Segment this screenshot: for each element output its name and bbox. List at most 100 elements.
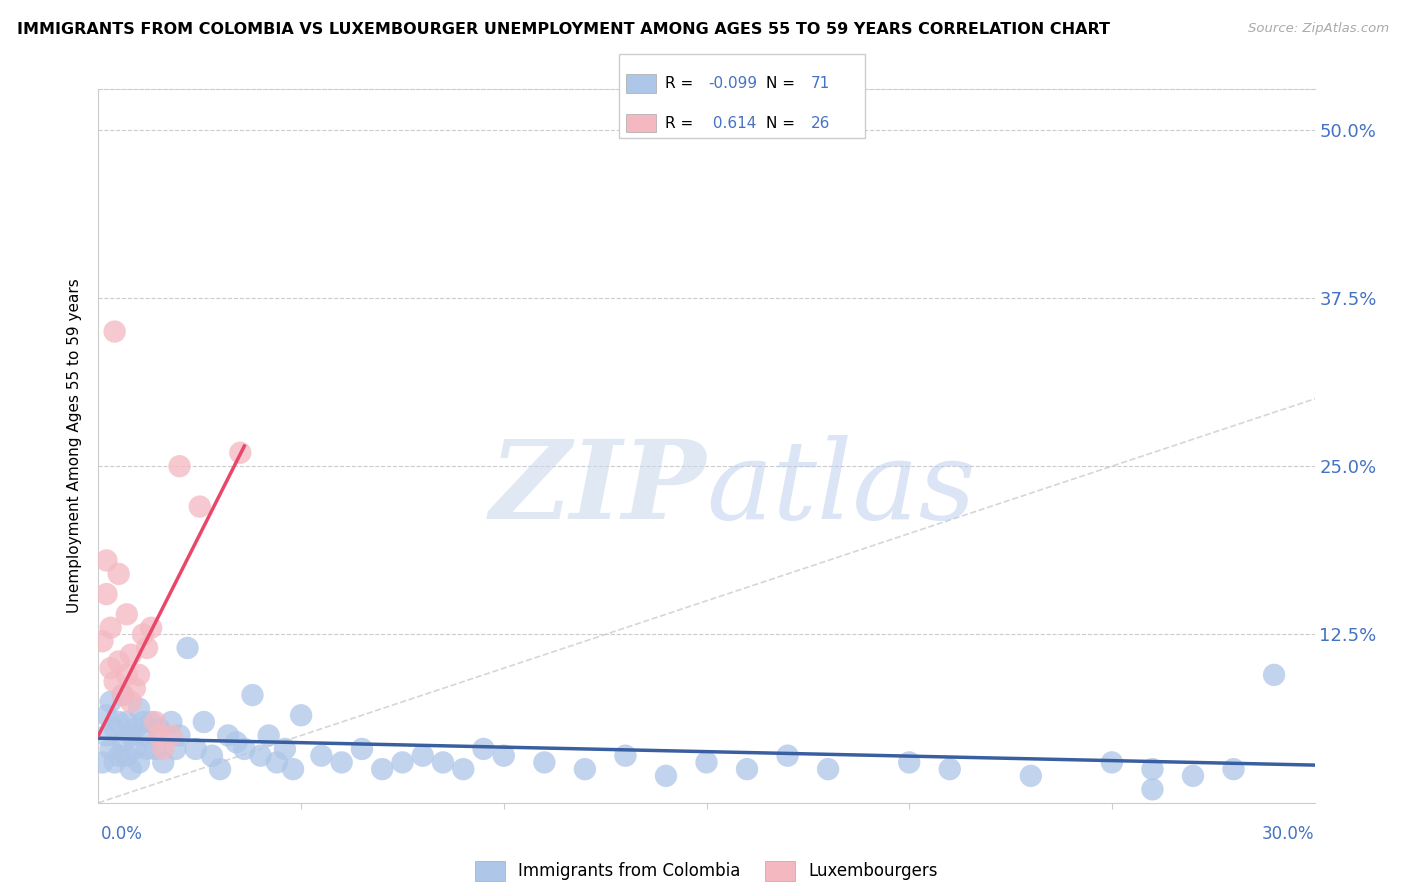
Point — [96, 587, 118, 601]
Point — [111, 688, 134, 702]
Point — [533, 756, 555, 770]
Point — [148, 722, 170, 736]
Legend: Immigrants from Colombia, Luxembourgers: Immigrants from Colombia, Luxembourgers — [468, 855, 945, 888]
Point — [229, 446, 252, 460]
Point — [124, 722, 146, 736]
Point — [136, 742, 159, 756]
FancyBboxPatch shape — [626, 74, 655, 93]
Point — [104, 756, 127, 770]
Point — [412, 748, 434, 763]
Point — [111, 735, 134, 749]
Point — [128, 668, 150, 682]
Point — [193, 714, 215, 729]
Text: 0.614: 0.614 — [709, 115, 756, 130]
Text: -0.099: -0.099 — [709, 76, 758, 91]
Point — [136, 640, 159, 655]
Point — [776, 748, 799, 763]
Point — [492, 748, 515, 763]
Point — [152, 742, 174, 756]
Point — [281, 762, 304, 776]
Point — [128, 701, 150, 715]
Point — [574, 762, 596, 776]
Point — [939, 762, 962, 776]
Point — [111, 688, 134, 702]
Point — [176, 640, 198, 655]
Point — [184, 742, 207, 756]
Point — [233, 742, 256, 756]
Text: R =: R = — [665, 115, 699, 130]
Point — [225, 735, 247, 749]
Point — [115, 607, 138, 622]
Point — [91, 756, 114, 770]
Point — [115, 748, 138, 763]
Point — [1182, 769, 1205, 783]
Text: 26: 26 — [810, 115, 830, 130]
Point — [96, 729, 118, 743]
Point — [120, 762, 142, 776]
Point — [735, 762, 758, 776]
FancyBboxPatch shape — [626, 113, 655, 132]
Point — [100, 742, 122, 756]
Point — [104, 325, 127, 339]
Text: 0.0%: 0.0% — [101, 825, 143, 843]
Point — [311, 748, 333, 763]
Text: Source: ZipAtlas.com: Source: ZipAtlas.com — [1249, 22, 1389, 36]
Point — [1142, 762, 1164, 776]
Point — [169, 459, 191, 474]
Point — [132, 729, 155, 743]
Point — [160, 729, 183, 743]
Point — [655, 769, 678, 783]
Text: 30.0%: 30.0% — [1263, 825, 1315, 843]
Point — [614, 748, 637, 763]
Point — [139, 714, 162, 729]
Point — [453, 762, 475, 776]
Point — [107, 566, 129, 581]
Point — [143, 742, 166, 756]
Point — [1263, 668, 1285, 682]
Point — [1142, 782, 1164, 797]
FancyBboxPatch shape — [619, 54, 865, 138]
Point — [115, 668, 138, 682]
Point — [107, 714, 129, 729]
Point — [120, 729, 142, 743]
Point — [1101, 756, 1123, 770]
Point — [817, 762, 839, 776]
Point — [91, 634, 114, 648]
Point — [124, 681, 146, 696]
Point — [100, 695, 122, 709]
Point — [128, 756, 150, 770]
Y-axis label: Unemployment Among Ages 55 to 59 years: Unemployment Among Ages 55 to 59 years — [67, 278, 83, 614]
Point — [266, 756, 288, 770]
Text: atlas: atlas — [707, 435, 976, 542]
Point — [124, 742, 146, 756]
Text: R =: R = — [665, 76, 699, 91]
Text: N =: N = — [766, 115, 800, 130]
Point — [120, 648, 142, 662]
Point — [696, 756, 718, 770]
Point — [100, 621, 122, 635]
Point — [201, 748, 224, 763]
Point — [274, 742, 297, 756]
Text: N =: N = — [766, 76, 800, 91]
Point — [139, 621, 162, 635]
Point — [1222, 762, 1244, 776]
Point — [1019, 769, 1042, 783]
Point — [115, 714, 138, 729]
Point — [132, 627, 155, 641]
Point — [132, 714, 155, 729]
Point — [107, 748, 129, 763]
Point — [472, 742, 495, 756]
Point — [104, 722, 127, 736]
Point — [152, 756, 174, 770]
Point — [120, 695, 142, 709]
Point — [290, 708, 312, 723]
Point — [165, 742, 187, 756]
Point — [209, 762, 232, 776]
Point — [160, 714, 183, 729]
Point — [432, 756, 454, 770]
Point — [898, 756, 921, 770]
Point — [249, 748, 271, 763]
Point — [148, 729, 170, 743]
Point — [391, 756, 413, 770]
Point — [96, 553, 118, 567]
